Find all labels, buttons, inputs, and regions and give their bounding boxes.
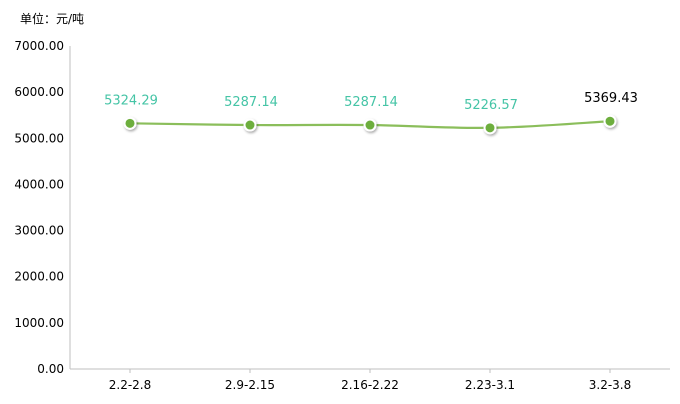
points-layer (123, 114, 617, 135)
unit-label: 单位：元/吨 (20, 12, 85, 26)
y-tick-label: 3000.00 (14, 224, 64, 238)
y-tick-label: 1000.00 (14, 316, 64, 330)
data-label: 5226.57 (464, 98, 518, 113)
y-tick-label: 0.00 (37, 362, 64, 376)
x-tick-label: 2.9-2.15 (225, 378, 275, 392)
data-point (243, 118, 257, 132)
x-tick-label: 3.2-3.8 (589, 378, 632, 392)
y-tick-label: 6000.00 (14, 85, 64, 99)
data-point (123, 116, 137, 130)
x-tick-label: 2.2-2.8 (109, 378, 152, 392)
y-tick-label: 7000.00 (14, 39, 64, 53)
axes-layer: 0.00 1000.00 2000.00 3000.00 4000.00 5000.00 6… (14, 39, 670, 392)
data-label: 5287.14 (344, 95, 398, 110)
data-label: 5369.43 (584, 91, 638, 106)
data-point (363, 118, 377, 132)
data-label: 5324.29 (104, 93, 158, 108)
data-point (483, 121, 497, 135)
data-labels-layer: 5324.29 5287.14 5287.14 5226.57 5369.43 (104, 91, 638, 113)
data-label: 5287.14 (224, 95, 278, 110)
data-point (603, 114, 617, 128)
y-tick-label: 4000.00 (14, 177, 64, 191)
x-tick-label: 2.16-2.22 (341, 378, 399, 392)
y-tick-label: 2000.00 (14, 270, 64, 284)
x-tick-label: 2.23-3.1 (465, 378, 515, 392)
y-tick-label: 5000.00 (14, 131, 64, 145)
